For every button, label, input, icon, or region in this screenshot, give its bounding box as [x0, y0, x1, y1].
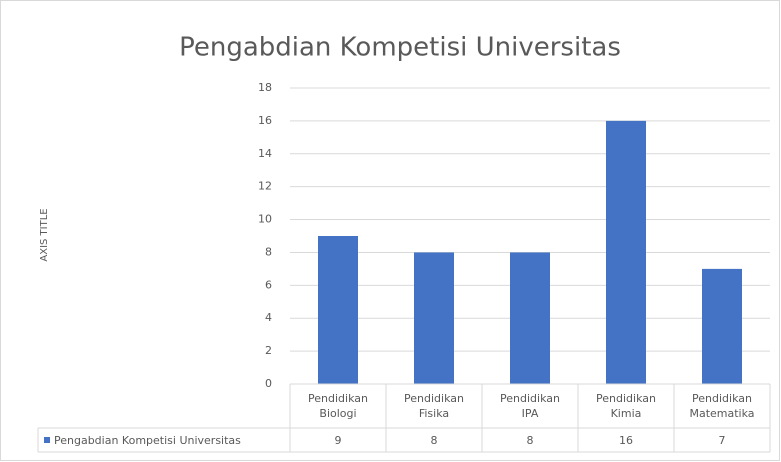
y-tick-label: 12 — [258, 180, 272, 193]
table-value-text: 8 — [430, 433, 438, 447]
table-value-text: 7 — [718, 433, 726, 447]
y-axis-title: AXIS TITLE — [39, 208, 50, 261]
category-label-text: Pendidikan Biologi — [308, 392, 368, 420]
y-tick-label: 14 — [258, 147, 272, 160]
table-value: 8 — [386, 428, 482, 452]
table-value: 8 — [482, 428, 578, 452]
category-label: Pendidikan Kimia — [578, 384, 674, 428]
bar — [510, 252, 550, 384]
y-tick-label: 0 — [265, 377, 272, 390]
bar — [318, 236, 358, 384]
category-label: Pendidikan Fisika — [386, 384, 482, 428]
bar — [606, 120, 646, 384]
y-tick-label: 6 — [265, 278, 272, 291]
category-label-text: Pendidikan Matematika — [689, 392, 755, 420]
y-tick-label: 18 — [258, 81, 272, 94]
table-value: 7 — [674, 428, 770, 452]
y-tick-label: 8 — [265, 245, 272, 258]
category-label: Pendidikan IPA — [482, 384, 578, 428]
category-label: Pendidikan Biologi — [290, 384, 386, 428]
legend-entry-text: Pengabdian Kompetisi Universitas — [54, 433, 241, 447]
y-tick-label: 2 — [265, 344, 272, 357]
category-label-text: Pendidikan Fisika — [404, 392, 464, 420]
table-value: 9 — [290, 428, 386, 452]
legend-key — [44, 437, 50, 443]
bar — [702, 268, 742, 384]
legend-entry: Pengabdian Kompetisi Universitas — [54, 428, 288, 452]
y-tick-label: 10 — [258, 213, 272, 226]
table-value-text: 8 — [526, 433, 534, 447]
category-label: Pendidikan Matematika — [674, 384, 770, 428]
category-label-text: Pendidikan IPA — [500, 392, 560, 420]
category-label-text: Pendidikan Kimia — [596, 392, 656, 420]
chart-title: Pengabdian Kompetisi Universitas — [179, 33, 621, 63]
y-tick-label: 4 — [265, 311, 272, 324]
y-tick-label: 16 — [258, 114, 272, 127]
table-value: 16 — [578, 428, 674, 452]
bar — [414, 252, 454, 384]
table-value-text: 16 — [619, 433, 633, 447]
table-value-text: 9 — [334, 433, 342, 447]
